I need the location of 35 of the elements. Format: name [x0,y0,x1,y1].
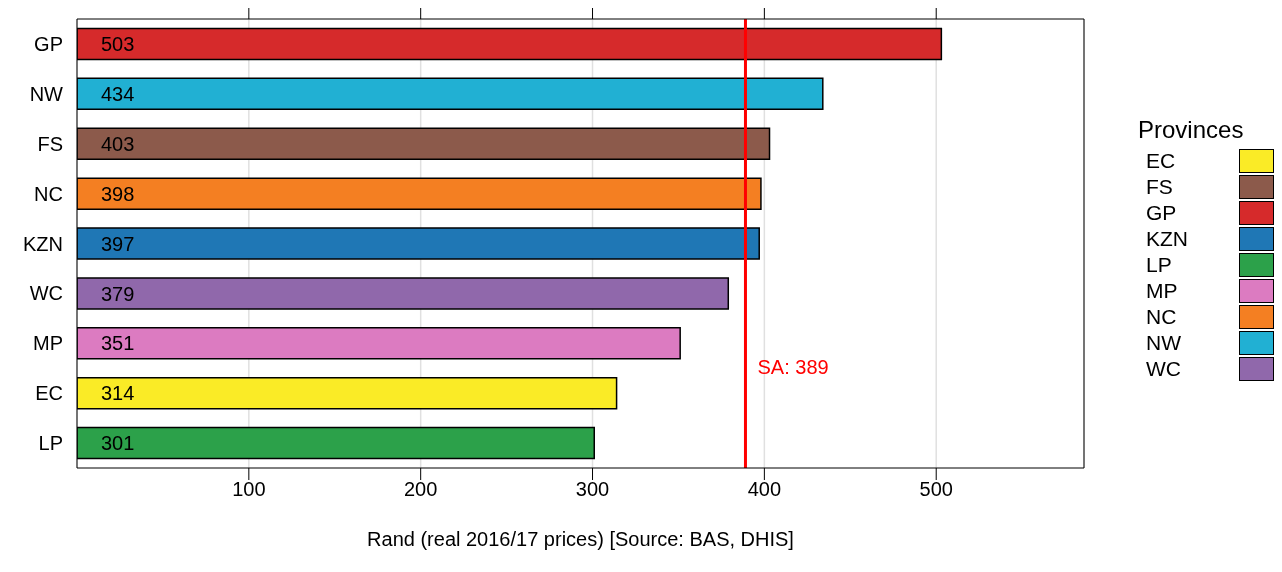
category-label: LP [1146,253,1172,276]
category-label: EC [1146,149,1176,172]
category-label: WC [1146,357,1181,380]
category-label: MP [1146,279,1178,302]
data-label: 398 [101,182,135,205]
legend-title: Provinces [1138,116,1245,144]
data-label: 314 [101,382,135,405]
y-tick-label: GP [34,33,63,56]
category-label: FS [1146,175,1173,198]
data-label: 301 [101,432,135,455]
y-tick-label: WC [29,282,63,305]
data-label: 379 [101,282,135,305]
y-tick-label: EC [35,382,63,405]
category-label: KZN [1146,227,1188,250]
category-label: GP [1146,201,1177,224]
y-tick-label: NC [34,182,63,205]
data-label: 434 [101,82,135,105]
data-label: 397 [101,232,135,255]
data-label: 503 [101,33,135,56]
data-label: 403 [101,132,135,155]
category-label: NC [1146,305,1177,328]
ref-line-label: SA: 389 [757,355,829,378]
x-axis-title: Rand (real 2016/17 prices) [Source: BAS, DHIS] [367,528,794,550]
y-tick-label: NW [29,82,64,105]
category-label: NW [1146,331,1181,354]
y-tick-label: FS [37,132,63,155]
y-tick-label: KZN [23,232,63,255]
y-tick-label: MP [33,332,63,355]
y-tick-label: LP [38,432,63,455]
x-tick-label: 100 [232,478,266,501]
x-tick-label: 300 [575,478,610,501]
x-tick-label: 400 [747,478,782,501]
data-label: 351 [101,332,135,355]
x-tick-label: 200 [404,478,438,501]
x-tick-label: 500 [919,478,953,501]
